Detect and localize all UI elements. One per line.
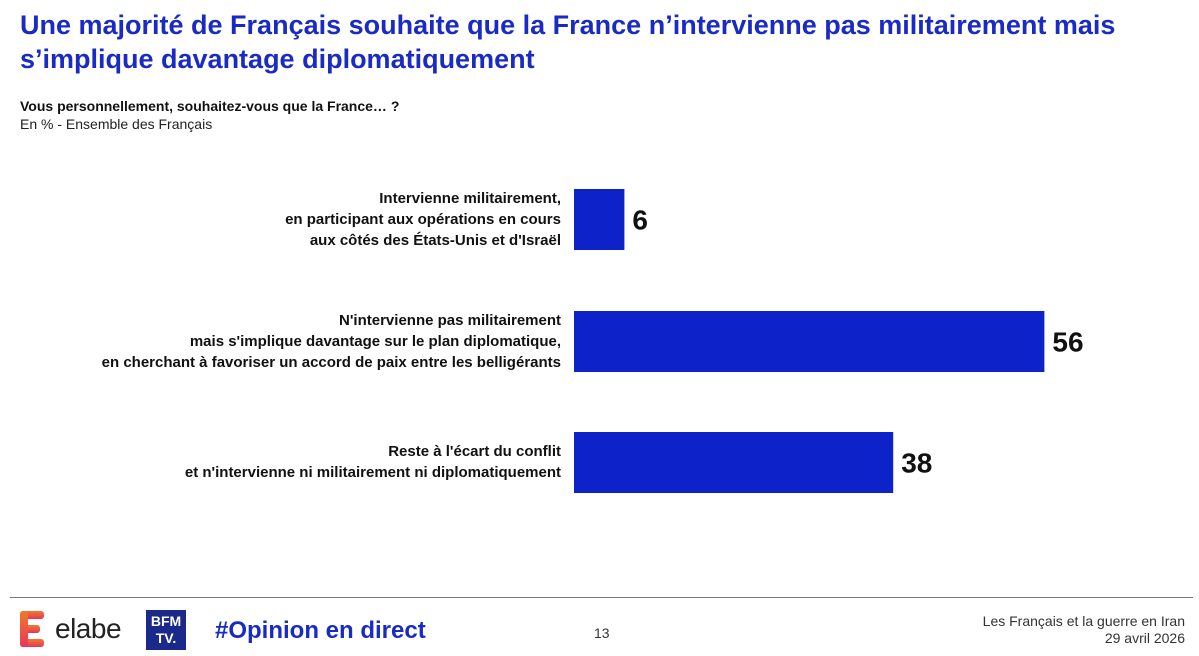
category-label-3-line-2: et n'intervienne ni militairement ni dip… — [184, 464, 561, 481]
category-label-2-line-3: en cherchant à favoriser un accord de pa… — [101, 354, 561, 371]
bar-chart: 6 56 38 — [574, 189, 1084, 493]
page-number: 13 — [594, 625, 610, 641]
data-label-3: 38 — [901, 448, 932, 479]
bar-3 — [574, 432, 894, 493]
survey-question: Vous personnellement, souhaitez-vous que… — [20, 98, 400, 114]
category-label-1-line-1: Intervienne militairement, — [379, 190, 561, 207]
elabe-brand-name: elabe — [55, 613, 122, 644]
bfmtv-logo-line-2: TV. — [155, 630, 177, 646]
study-info: Les Français et la guerre en Iran 29 avr… — [983, 613, 1185, 647]
category-label-2-line-2: mais s'implique davantage sur le plan di… — [189, 333, 561, 350]
category-label-1: Intervienne militairement, en participan… — [41, 188, 561, 251]
base-note: En % - Ensemble des Français — [20, 116, 213, 132]
study-title: Les Français et la guerre en Iran — [982, 613, 1185, 629]
footer-divider — [10, 597, 1193, 598]
data-label-1: 6 — [632, 205, 648, 236]
bar-2 — [574, 311, 1045, 372]
category-label-3-line-1: Reste à l'écart du conflit — [388, 443, 561, 460]
category-label-1-line-2: en participant aux opérations en cours — [285, 211, 561, 228]
page-title: Une majorité de Français souhaite que la… — [20, 10, 1116, 74]
category-label-3: Reste à l'écart du conflit et n'intervie… — [41, 441, 561, 483]
bfmtv-logo: BFM TV. — [146, 610, 186, 650]
category-label-2-line-1: N'intervienne pas militairement — [339, 312, 561, 329]
data-label-2: 56 — [1052, 327, 1083, 358]
bar-1 — [574, 189, 625, 250]
category-label-1-line-3: aux côtés des États-Unis et d'Israël — [309, 232, 561, 249]
hashtag: #Opinion en direct — [215, 617, 426, 644]
category-label-2: N'intervienne pas militairement mais s'i… — [41, 310, 561, 373]
study-date: 29 avril 2026 — [1104, 630, 1185, 646]
bfmtv-logo-line-1: BFM — [150, 613, 182, 629]
elabe-logo-icon — [20, 611, 44, 647]
